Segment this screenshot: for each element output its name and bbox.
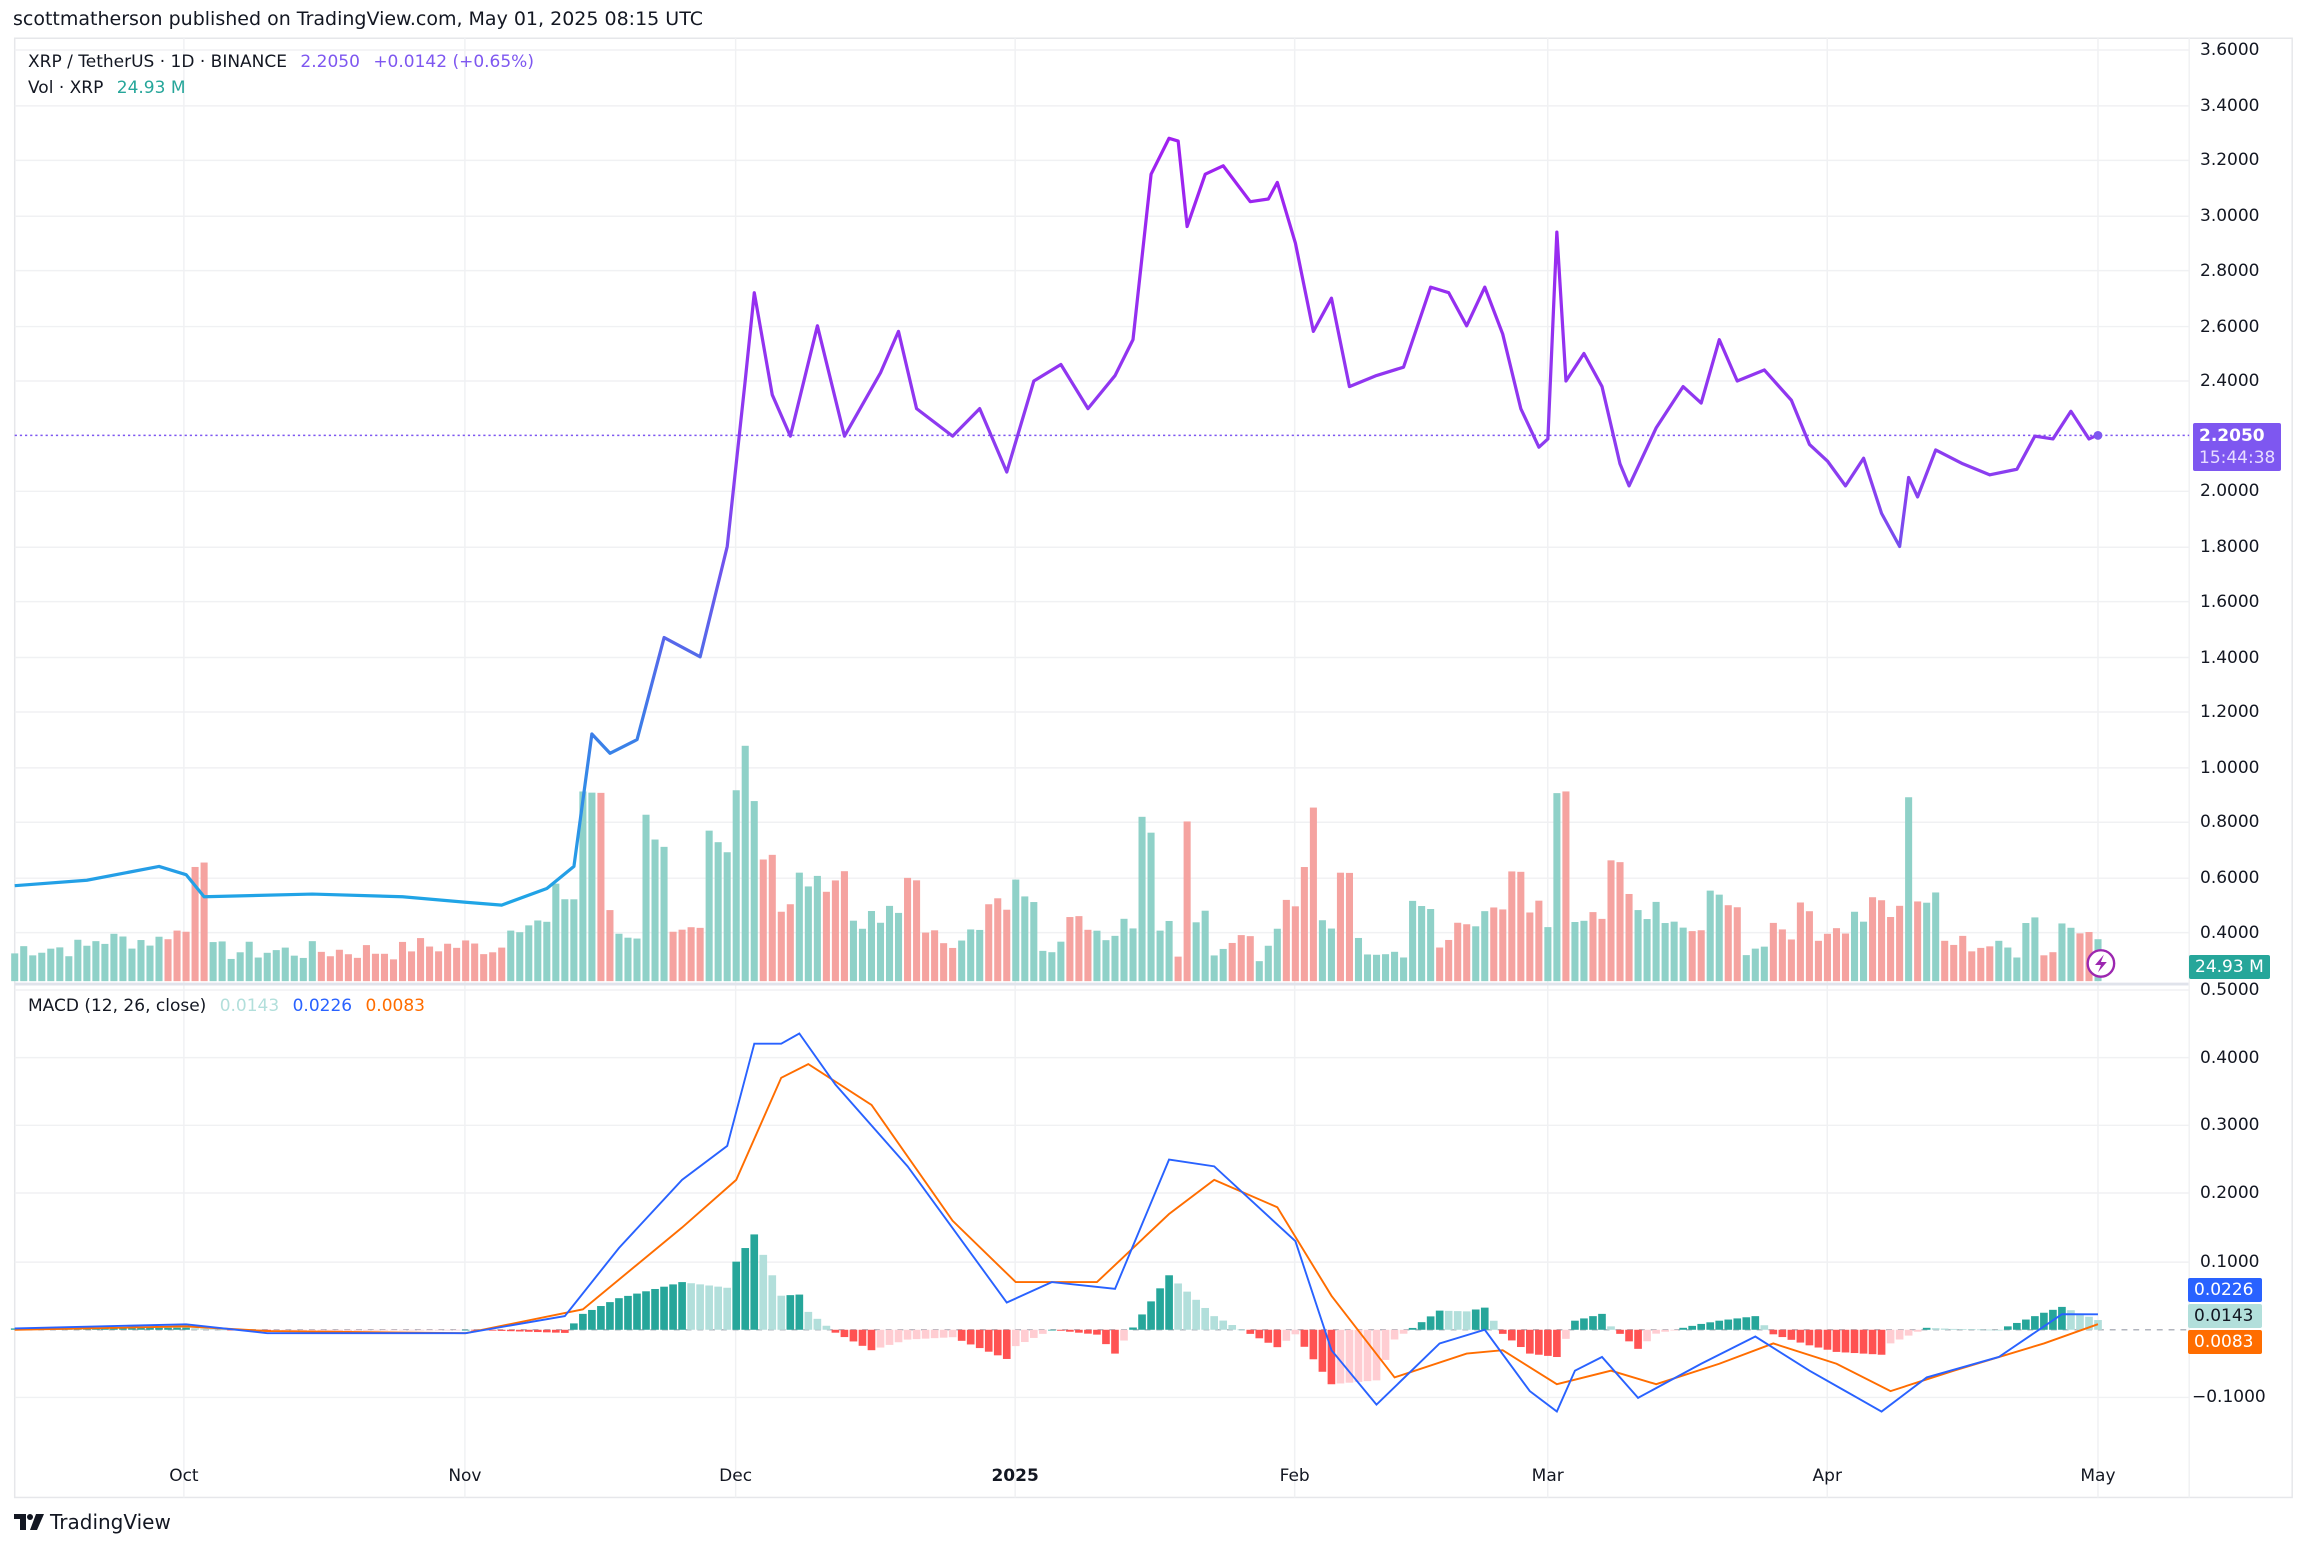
macd-line-value: 0.0226 <box>292 996 353 1016</box>
volume-legend[interactable]: Vol · XRP 24.93 M <box>28 78 194 98</box>
price-tick: 3.4000 <box>2200 95 2260 116</box>
tradingview-logo[interactable]: TradingView <box>14 1510 171 1534</box>
macd-tick: 0.3000 <box>2200 1115 2260 1136</box>
candle-countdown: 15:44:38 <box>2199 448 2276 468</box>
macd-tick: −0.1000 <box>2192 1387 2266 1408</box>
price-tick: 1.6000 <box>2200 591 2260 612</box>
current-price-badge: 2.2050 15:44:38 <box>2193 423 2282 471</box>
price-tick: 3.2000 <box>2200 150 2260 171</box>
price-tick: 1.8000 <box>2200 537 2260 558</box>
macd-tick: 0.5000 <box>2200 979 2260 1000</box>
time-tick: Oct <box>169 1466 199 1486</box>
volume-badge: 24.93 M <box>2189 955 2270 979</box>
price-tick: 1.4000 <box>2200 647 2260 668</box>
macd-signal-value: 0.0083 <box>365 996 425 1016</box>
symbol-legend[interactable]: XRP / TetherUS · 1D · BINANCE 2.2050 +0.… <box>28 52 542 72</box>
symbol-title: XRP / TetherUS · 1D · BINANCE <box>28 52 288 72</box>
publisher-line: scottmatherson published on TradingView.… <box>13 8 703 30</box>
last-price: 2.2050 <box>300 52 360 72</box>
price-tick: 0.8000 <box>2200 812 2260 833</box>
macd-signal-badge: 0.0083 <box>2188 1330 2262 1354</box>
volume-title: Vol · XRP <box>28 78 104 98</box>
price-tick: 2.0000 <box>2200 481 2260 502</box>
volume-bars <box>11 745 2102 982</box>
time-tick: Feb <box>1279 1466 1310 1486</box>
current-price-value: 2.2050 <box>2199 426 2265 446</box>
tradingview-logo-icon <box>14 1514 44 1530</box>
price-tick: 3.0000 <box>2200 206 2260 227</box>
macd-tick: 0.4000 <box>2200 1047 2260 1068</box>
macd-title: MACD (12, 26, close) <box>28 996 207 1016</box>
price-tick: 1.0000 <box>2200 757 2260 778</box>
time-tick: Dec <box>719 1466 753 1486</box>
last-price-dot <box>2093 430 2103 440</box>
volume-value: 24.93 M <box>116 78 186 98</box>
price-tick: 0.4000 <box>2200 922 2260 943</box>
macd-hist-badge: 0.0143 <box>2188 1304 2262 1328</box>
time-tick: 2025 <box>991 1466 1039 1486</box>
macd-line <box>14 1032 2098 1414</box>
grid-lines <box>14 38 2190 1498</box>
time-tick: May <box>2080 1466 2116 1486</box>
macd-tick: 0.2000 <box>2200 1182 2260 1203</box>
macd-hist-value: 0.0143 <box>219 996 280 1016</box>
price-tick: 2.8000 <box>2200 260 2260 281</box>
macd-signal-line <box>14 1063 2099 1393</box>
price-tick: 2.4000 <box>2200 370 2260 391</box>
price-tick: 3.6000 <box>2200 40 2260 60</box>
price-tick: 2.6000 <box>2200 316 2260 337</box>
price-tick: 0.6000 <box>2200 868 2260 889</box>
time-tick: Nov <box>448 1466 482 1486</box>
macd-line-badge: 0.0226 <box>2188 1278 2262 1302</box>
price-tick: 1.2000 <box>2200 701 2260 722</box>
tradingview-brand: TradingView <box>50 1510 171 1534</box>
macd-tick: 0.1000 <box>2200 1252 2260 1273</box>
lightning-icon[interactable] <box>2086 949 2116 978</box>
price-change: +0.0142 (+0.65%) <box>373 52 534 72</box>
time-tick: Mar <box>1531 1466 1564 1486</box>
price-line <box>14 136 2099 907</box>
macd-legend[interactable]: MACD (12, 26, close) 0.0143 0.0226 0.008… <box>28 996 433 1016</box>
time-tick: Apr <box>1812 1466 1842 1486</box>
